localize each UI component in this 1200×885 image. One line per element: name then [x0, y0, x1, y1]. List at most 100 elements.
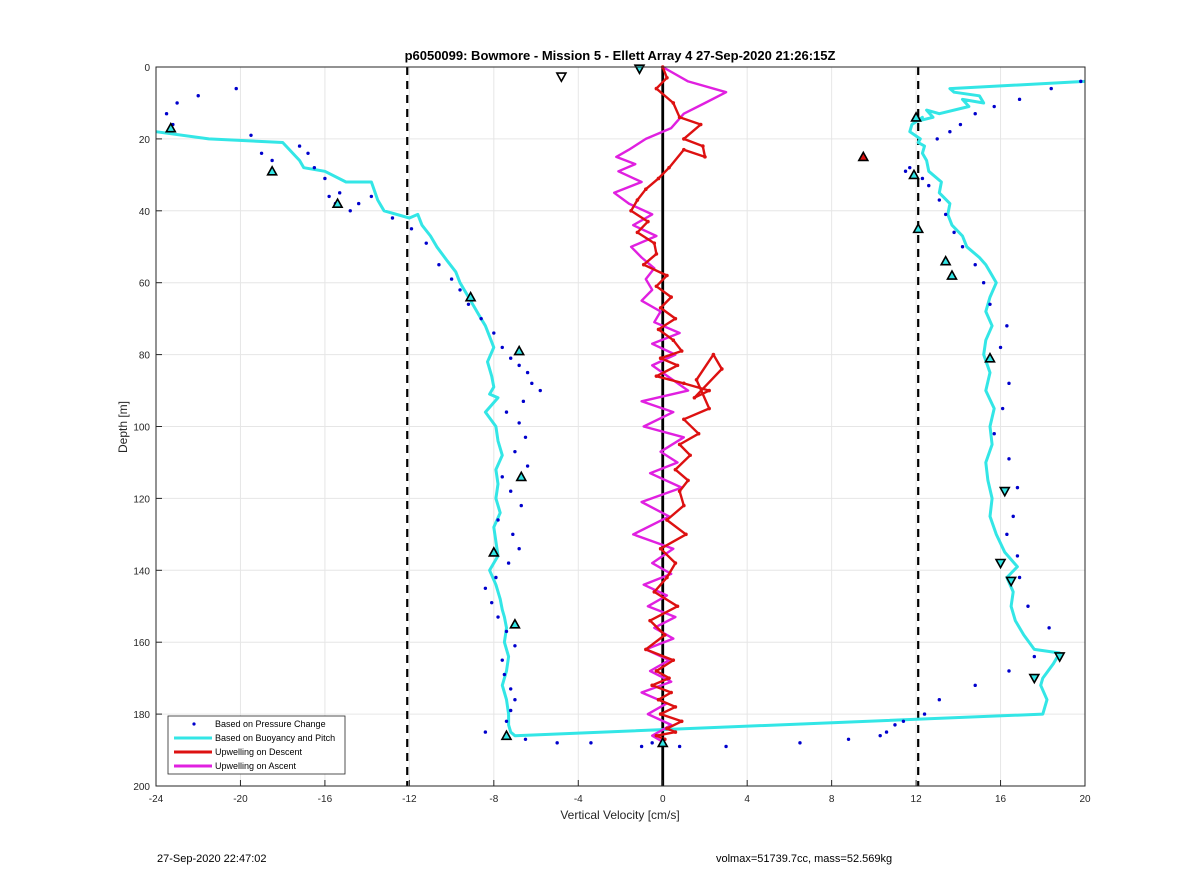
- footer-vehicle-info: volmax=51739.7cc, mass=52.569kg: [716, 853, 893, 865]
- pressure-change-point: [908, 165, 912, 170]
- pressure-change-point: [509, 489, 513, 493]
- pressure-change-point: [523, 737, 528, 741]
- descent-upwelling-point: [677, 489, 682, 494]
- x-tick-label: 12: [911, 794, 923, 805]
- x-tick-label: 20: [1079, 794, 1091, 805]
- series-layer: [155, 65, 1086, 749]
- pressure-change-point: [973, 683, 977, 688]
- descent-upwelling-point: [698, 122, 703, 127]
- triangle-down-marker: [1005, 576, 1017, 588]
- descent-upwelling-point: [635, 230, 640, 235]
- pressure-change-point: [517, 421, 521, 425]
- pressure-change-point: [937, 198, 942, 202]
- pressure-change-point: [369, 194, 374, 199]
- pressure-change-point: [943, 212, 948, 217]
- triangle-up-marker: [509, 618, 521, 629]
- descent-upwelling-point: [703, 155, 707, 159]
- descent-upwelling-point: [644, 647, 648, 652]
- y-tick-label: 20: [139, 135, 151, 146]
- legend-label-buoyancy: Based on Buoyancy and Pitch: [215, 733, 335, 743]
- triangle-up-marker: [946, 269, 958, 280]
- axis-ticks: -24 -20 -16 -12 -8 -4 0 4 8 12 16 20020406080100120…: [133, 63, 1091, 805]
- pressure-change-point: [677, 744, 682, 749]
- x-tick-label: 4: [744, 794, 750, 805]
- descent-upwelling-point: [646, 219, 650, 224]
- descent-upwelling-point: [675, 363, 680, 368]
- pressure-change-point: [1005, 324, 1009, 328]
- triangle-up-marker: [164, 121, 177, 133]
- x-axis-label: Vertical Velocity [cm/s]: [560, 808, 679, 822]
- grid-lines: [155, 66, 1086, 787]
- descent-upwelling-point: [656, 176, 661, 181]
- pressure-change-point: [509, 356, 513, 360]
- buoyancy-pitch-line: [155, 79, 1086, 738]
- triangle-down-marker: [1053, 652, 1066, 663]
- descent-upwelling-point: [679, 719, 684, 724]
- pressure-change-point: [1000, 406, 1005, 411]
- descent-upwelling-point: [652, 590, 657, 594]
- pressure-change-point: [196, 94, 200, 98]
- triangle-up-marker: [912, 222, 925, 234]
- pressure-change-point: [449, 277, 454, 281]
- descent-upwelling-point: [673, 316, 678, 321]
- descent-upwelling-point: [682, 381, 686, 386]
- pressure-change-point: [424, 241, 428, 245]
- descent-upwelling-point: [658, 306, 663, 310]
- pressure-change-point: [249, 133, 253, 138]
- x-tick-label: -4: [574, 794, 583, 805]
- y-tick-label: 60: [139, 279, 151, 290]
- pressure-change-point: [466, 302, 471, 306]
- pressure-change-point: [960, 245, 965, 249]
- y-tick-label: 40: [139, 207, 151, 218]
- descent-upwelling-point: [654, 374, 659, 378]
- descent-upwelling-point: [696, 431, 701, 436]
- pressure-change-point: [306, 151, 310, 155]
- triangle-up-marker: [656, 736, 669, 748]
- pressure-change-point: [494, 575, 498, 580]
- pressure-change-point: [164, 112, 169, 116]
- pressure-change-point: [903, 169, 908, 173]
- x-tick-label: 0: [660, 794, 666, 805]
- descent-upwelling-point: [654, 284, 659, 289]
- pressure-change-point: [1007, 381, 1011, 386]
- pressure-change-point: [1079, 79, 1083, 84]
- pressure-change-point: [513, 449, 517, 454]
- pressure-change-point: [555, 741, 559, 745]
- pressure-change-point: [1015, 485, 1020, 490]
- legend-label-pressure: Based on Pressure Change: [215, 719, 326, 729]
- x-tick-label: 8: [829, 794, 835, 805]
- pressure-change-point: [798, 741, 802, 745]
- pressure-change-point: [513, 644, 517, 648]
- descent-upwelling-point: [650, 683, 654, 688]
- pressure-change-point: [922, 712, 927, 716]
- descent-upwelling-point: [665, 518, 669, 522]
- pressure-change-point: [496, 518, 500, 522]
- pressure-change-point: [958, 122, 963, 127]
- pressure-change-point: [525, 370, 530, 375]
- y-axis-label: Depth [m]: [116, 401, 130, 453]
- pressure-change-point: [390, 216, 395, 220]
- pressure-change-point: [935, 137, 939, 141]
- pressure-change-point: [530, 381, 534, 386]
- pressure-change-point: [356, 201, 361, 206]
- descent-upwelling-point: [679, 349, 684, 353]
- descent-upwelling-point: [720, 367, 724, 371]
- pressure-change-point: [884, 730, 889, 734]
- pressure-change-point: [496, 615, 500, 619]
- pressure-change-point: [175, 101, 179, 105]
- pressure-change-point: [297, 144, 302, 148]
- legend-label-descent: Upwelling on Descent: [215, 747, 303, 757]
- triangle-up-marker: [515, 470, 528, 482]
- descent-upwelling-point: [667, 676, 671, 680]
- pressure-change-point: [509, 687, 513, 691]
- pressure-change-point: [525, 464, 530, 468]
- pressure-change-point: [981, 281, 986, 285]
- pressure-change-point: [523, 435, 528, 439]
- pressure-change-point: [901, 719, 906, 723]
- legend-label-ascent: Upwelling on Ascent: [215, 761, 297, 771]
- triangle-down-marker: [555, 72, 568, 83]
- triangle-markers: [164, 64, 1066, 748]
- legend-swatch-pressure: [192, 722, 196, 726]
- descent-upwelling-point: [658, 356, 663, 360]
